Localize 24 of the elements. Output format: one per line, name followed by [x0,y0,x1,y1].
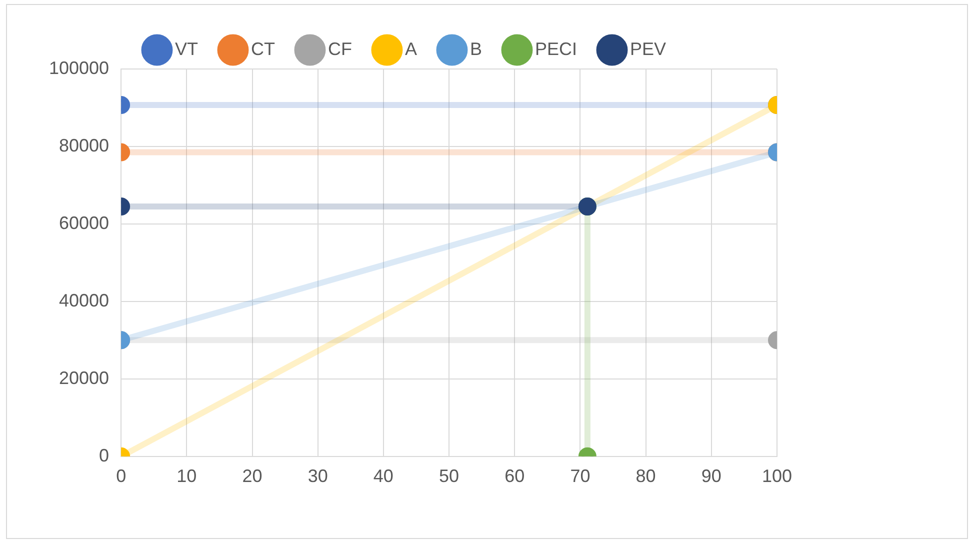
legend-label: B [470,38,482,59]
legend-label: VT [174,38,198,59]
legend-label: CT [250,38,275,59]
y-tick-label: 80000 [59,135,110,156]
x-tick-label: 0 [116,466,126,486]
x-tick-label: 50 [439,466,460,486]
x-tick-label: 10 [176,466,197,486]
legend-label: A [404,38,417,59]
legend-label: PECI [534,38,577,59]
y-tick-label: 40000 [59,290,110,310]
x-tick-label: 90 [701,466,722,486]
legend-label: PEV [630,38,666,59]
x-tick-label: 80 [636,466,656,486]
y-tick-label: 20000 [59,368,110,388]
y-tick-label: 0 [99,445,110,466]
x-tick-label: 20 [242,466,262,486]
x-tick-label: 100 [762,466,792,486]
y-tick-label: 60000 [59,212,110,233]
y-tick-label: 100000 [48,58,110,78]
x-tick-label: 30 [308,466,328,486]
x-tick-label: 70 [570,466,590,486]
x-tick-label: 60 [504,466,525,486]
legend-label: CF [328,38,352,59]
x-tick-label: 40 [373,466,394,486]
